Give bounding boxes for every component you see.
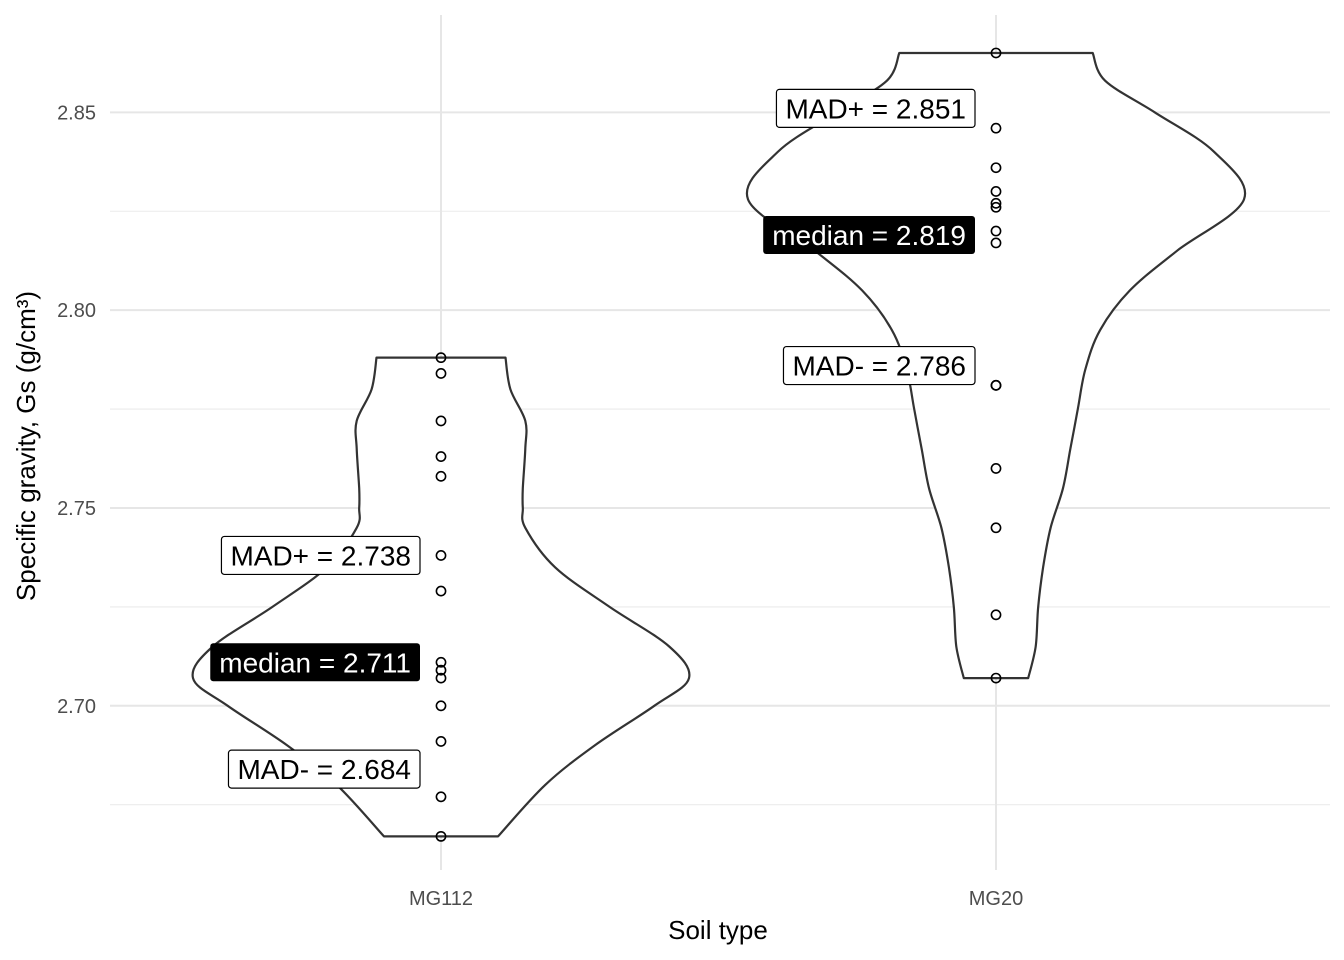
y-tick-label: 2.75 bbox=[57, 498, 96, 520]
data-point bbox=[435, 368, 447, 379]
annotation-median-mg112: median = 2.711 bbox=[210, 643, 420, 682]
data-point bbox=[990, 162, 1002, 174]
x-tick-label: MG20 bbox=[969, 888, 1023, 910]
y-axis-ticks: 2.70 2.75 2.80 2.85 bbox=[57, 102, 96, 717]
data-point bbox=[435, 664, 447, 676]
annotation-box bbox=[227, 749, 421, 789]
data-point bbox=[990, 122, 1002, 134]
y-axis-title: Specific gravity, Gs (g/cm³) bbox=[11, 291, 41, 601]
data-point bbox=[435, 656, 447, 668]
annotation-box bbox=[782, 345, 976, 386]
data-point bbox=[435, 550, 447, 561]
annotation-box bbox=[210, 643, 420, 682]
data-point bbox=[990, 197, 1002, 209]
annotation-box bbox=[775, 88, 976, 128]
x-axis-title: Soil type bbox=[668, 915, 768, 945]
data-point bbox=[990, 672, 1002, 684]
data-point bbox=[990, 47, 1002, 59]
annotation-mad-plus-mg112: MAD+ = 2.738 bbox=[220, 535, 421, 576]
annotation-mad-minus-mg20: MAD- = 2.786 bbox=[782, 345, 976, 386]
violin-mg20 bbox=[745, 51, 1247, 680]
data-point bbox=[435, 352, 447, 364]
data-point bbox=[990, 186, 1002, 197]
data-point bbox=[435, 470, 447, 482]
data-point bbox=[990, 379, 1002, 391]
data-point bbox=[435, 830, 447, 842]
annotation-label: median = 2.819 bbox=[772, 220, 966, 251]
annotation-mad-plus-mg20: MAD+ = 2.851 bbox=[775, 88, 976, 128]
data-point bbox=[435, 791, 447, 803]
data-point bbox=[435, 672, 447, 684]
data-points bbox=[435, 47, 1002, 842]
annotation-label: MAD- = 2.786 bbox=[792, 351, 966, 382]
violins bbox=[191, 51, 1247, 838]
data-point bbox=[990, 609, 1002, 621]
data-point bbox=[990, 225, 1002, 237]
annotation-label: median = 2.711 bbox=[219, 647, 411, 678]
data-point bbox=[435, 700, 447, 712]
annotation-mad-minus-mg112: MAD- = 2.684 bbox=[227, 749, 421, 789]
annotation-box bbox=[220, 535, 421, 576]
data-point bbox=[435, 415, 447, 427]
data-point bbox=[990, 522, 1002, 534]
data-point bbox=[990, 463, 1002, 474]
data-point bbox=[990, 201, 1002, 213]
x-axis-ticks: MG112 MG20 bbox=[409, 888, 1023, 910]
annotation-box bbox=[763, 215, 975, 254]
violin-mg112 bbox=[191, 356, 691, 838]
annotation-label: MAD- = 2.684 bbox=[237, 754, 411, 785]
annotations: MAD+ = 2.738 median = 2.711 MAD- = 2.684 MA… bbox=[210, 88, 976, 789]
annotation-median-mg20: median = 2.819 bbox=[763, 215, 975, 254]
annotation-label: MAD+ = 2.851 bbox=[785, 93, 966, 124]
y-tick-label: 2.70 bbox=[57, 696, 96, 718]
data-point bbox=[990, 237, 1002, 249]
y-tick-label: 2.80 bbox=[57, 300, 96, 322]
data-point bbox=[435, 451, 447, 462]
y-tick-label: 2.85 bbox=[57, 102, 96, 124]
data-point bbox=[435, 736, 447, 747]
data-point bbox=[435, 585, 447, 597]
annotation-label: MAD+ = 2.738 bbox=[230, 540, 411, 571]
x-tick-label: MG112 bbox=[409, 888, 473, 910]
